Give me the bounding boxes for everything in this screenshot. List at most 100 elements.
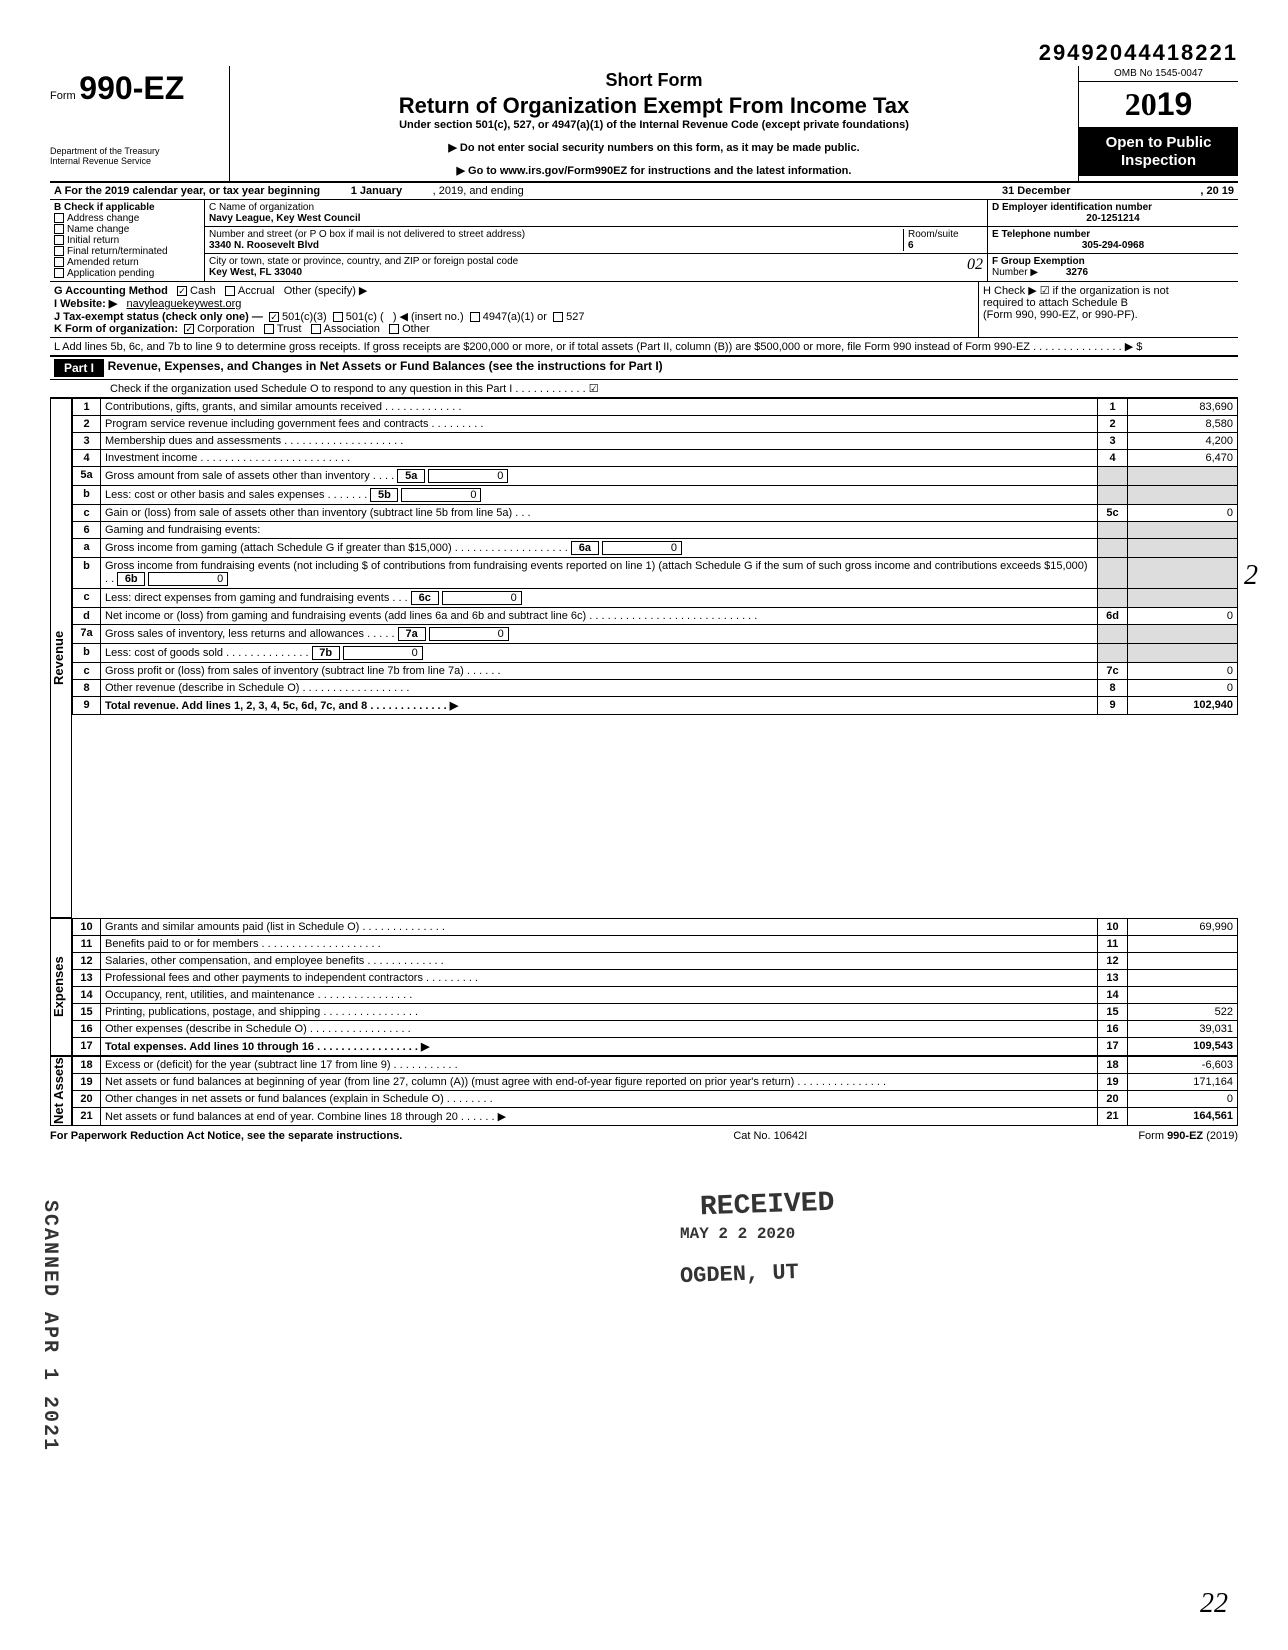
tel-value: 305-294-0968 (1082, 240, 1144, 251)
line-7c: cGross profit or (loss) from sales of in… (73, 663, 1238, 680)
line-14: 14Occupancy, rent, utilities, and mainte… (73, 987, 1238, 1004)
chk-initial-lbl: Initial return (67, 235, 119, 246)
chk-name[interactable] (54, 224, 64, 234)
line-7b: bLess: cost of goods sold . . . . . . . … (73, 644, 1238, 663)
chk-initial[interactable] (54, 235, 64, 245)
line-19: 19Net assets or fund balances at beginni… (73, 1074, 1238, 1091)
col-def: D Employer identification number 20-1251… (988, 200, 1238, 281)
j5: 527 (566, 311, 584, 323)
chk-accrual[interactable] (225, 286, 235, 296)
k2: Trust (277, 323, 302, 335)
j2: 501(c) ( (346, 311, 384, 323)
k1: Corporation (197, 323, 254, 335)
chk-address[interactable] (54, 213, 64, 223)
line-20: 20Other changes in net assets or fund ba… (73, 1091, 1238, 1108)
chk-cash[interactable]: ✓ (177, 286, 187, 296)
line-9: 9Total revenue. Add lines 1, 2, 3, 4, 5c… (73, 697, 1238, 715)
form-left-col: Form 990-EZ Department of the Treasury I… (50, 66, 230, 181)
k3: Association (324, 323, 380, 335)
line-13: 13Professional fees and other payments t… (73, 970, 1238, 987)
j1: 501(c)(3) (282, 311, 327, 323)
chk-pending[interactable] (54, 268, 64, 278)
received-stamp: RECEIVED (700, 1188, 835, 1224)
open-public-1: Open to Public (1083, 134, 1234, 152)
line-5b: bLess: cost or other basis and sales exp… (73, 486, 1238, 505)
row-a-begin: 1 January (351, 185, 402, 197)
line-1: 1Contributions, gifts, grants, and simil… (73, 399, 1238, 416)
form-header: Form 990-EZ Department of the Treasury I… (50, 66, 1238, 183)
netassets-grid: Net Assets 18Excess or (deficit) for the… (50, 1056, 1238, 1126)
c-label: C Name of organization (209, 202, 314, 213)
room-suite: 6 (908, 240, 914, 251)
hand-page-22: 22 (1200, 1588, 1228, 1620)
org-name: Navy League, Key West Council (209, 213, 361, 224)
goto-link: ▶ Go to www.irs.gov/Form990EZ for instru… (238, 164, 1070, 177)
line-6a: aGross income from gaming (attach Schedu… (73, 539, 1238, 558)
col-c: C Name of organization Navy League, Key … (205, 200, 988, 281)
j4: 4947(a)(1) or (483, 311, 547, 323)
revenue-side-label: Revenue (50, 398, 72, 918)
chk-501c[interactable] (333, 312, 343, 322)
chk-other-org[interactable] (389, 324, 399, 334)
tax-year: 2019 (1079, 82, 1238, 128)
chk-corp[interactable]: ✓ (184, 324, 194, 334)
row-ghijk: G Accounting Method ✓Cash Accrual Other … (50, 282, 1238, 338)
omb-number: OMB No 1545-0047 (1079, 66, 1238, 82)
chk-amended[interactable] (54, 257, 64, 267)
line-2: 2Program service revenue including gover… (73, 416, 1238, 433)
dept-line2: Internal Revenue Service (50, 157, 223, 167)
part1-check: Check if the organization used Schedule … (50, 380, 1238, 398)
line-15: 15Printing, publications, postage, and s… (73, 1004, 1238, 1021)
room-label: Room/suite (908, 229, 959, 240)
scanned-stamp: SCANNED APR 1 2021 (38, 1200, 61, 1452)
chk-trust[interactable] (264, 324, 274, 334)
row-a: A For the 2019 calendar year, or tax yea… (50, 183, 1238, 200)
chk-527[interactable] (553, 312, 563, 322)
h1: H Check ▶ ☑ if the organization is not (983, 284, 1234, 297)
main-grid: Revenue 1Contributions, gifts, grants, a… (50, 398, 1238, 918)
form-prefix: Form (50, 90, 76, 102)
part1-badge: Part I (54, 359, 104, 377)
ssn-warning: ▶ Do not enter social security numbers o… (238, 141, 1070, 154)
line-12: 12Salaries, other compensation, and empl… (73, 953, 1238, 970)
k4: Other (402, 323, 430, 335)
tel-label: E Telephone number (992, 229, 1090, 240)
row-a-mid: , 2019, and ending (433, 185, 524, 197)
line-16: 16Other expenses (describe in Schedule O… (73, 1021, 1238, 1038)
other-lbl: Other (specify) ▶ (284, 285, 368, 297)
expenses-side-label: Expenses (50, 918, 72, 1056)
form-subtitle: Under section 501(c), 527, or 4947(a)(1)… (238, 119, 1070, 131)
netassets-table: 18Excess or (deficit) for the year (subt… (72, 1056, 1238, 1126)
chk-address-lbl: Address change (67, 213, 139, 224)
open-public-2: Inspection (1083, 152, 1234, 170)
chk-final[interactable] (54, 246, 64, 256)
form-number: 990-EZ (79, 70, 184, 106)
row-a-label: A For the 2019 calendar year, or tax yea… (54, 185, 320, 197)
row-a-endyr: , 20 19 (1200, 185, 1234, 197)
j3: ) ◀ (insert no.) (393, 311, 464, 323)
footer-right: Form 990-EZ (2019) (1138, 1130, 1238, 1142)
chk-amended-lbl: Amended return (67, 257, 139, 268)
line-l: L Add lines 5b, 6c, and 7b to line 9 to … (50, 338, 1238, 357)
line-7a: 7aGross sales of inventory, less returns… (73, 625, 1238, 644)
chk-name-lbl: Name change (67, 224, 129, 235)
website-value: navyleaguekeywest.org (126, 298, 241, 310)
line-18: 18Excess or (deficit) for the year (subt… (73, 1057, 1238, 1074)
city-state-zip: Key West, FL 33040 (209, 267, 302, 278)
form-right-col: OMB No 1545-0047 2019 Open to Public Ins… (1078, 66, 1238, 181)
part1-header-row: Part I Revenue, Expenses, and Changes in… (50, 357, 1238, 380)
chk-4947[interactable] (470, 312, 480, 322)
line-6b: bGross income from fundraising events (n… (73, 558, 1238, 589)
expenses-table: 10Grants and similar amounts paid (list … (72, 918, 1238, 1056)
chk-assoc[interactable] (311, 324, 321, 334)
hand-02: 02 (967, 256, 983, 274)
line-8: 8Other revenue (describe in Schedule O) … (73, 680, 1238, 697)
dept-treasury: Department of the Treasury Internal Reve… (50, 147, 223, 167)
street-address: 3340 N. Roosevelt Blvd (209, 240, 319, 251)
line-6: 6Gaming and fundraising events: (73, 522, 1238, 539)
chk-501c3[interactable]: ✓ (269, 312, 279, 322)
form-title: Return of Organization Exempt From Incom… (238, 93, 1070, 119)
line-6d: dNet income or (loss) from gaming and fu… (73, 608, 1238, 625)
k-label: K Form of organization: (54, 323, 178, 335)
line-17: 17Total expenses. Add lines 10 through 1… (73, 1038, 1238, 1056)
